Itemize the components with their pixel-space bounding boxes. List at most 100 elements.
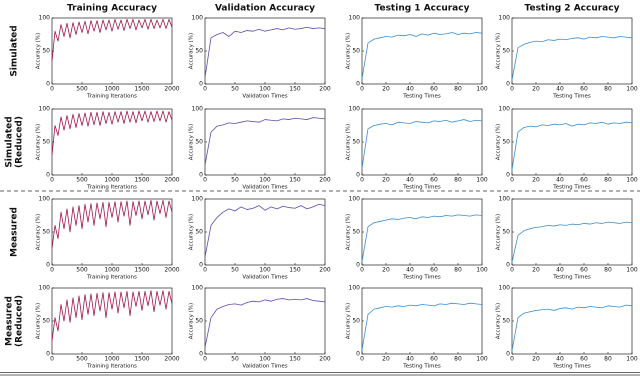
- y-tick-label: 50: [502, 139, 510, 146]
- x-tick-label: 40: [406, 267, 414, 274]
- y-axis-label: Accuracy (%): [36, 124, 42, 160]
- x-tick-label: 500: [76, 177, 88, 184]
- x-tick-label: 150: [289, 86, 301, 93]
- y-axis-label: Accuracy (%): [36, 303, 42, 339]
- plot-frame: [204, 108, 326, 176]
- data-line: [204, 203, 326, 258]
- data-line: [51, 199, 173, 249]
- x-axis-label: Validation Times: [242, 275, 287, 281]
- column-title: Testing 1 Accuracy: [375, 4, 470, 14]
- x-tick-label: 100: [626, 356, 638, 363]
- y-axis-label: Accuracy (%): [36, 214, 42, 250]
- y-tick-label: 0: [356, 81, 360, 88]
- data-line: [361, 302, 483, 351]
- x-tick-label: 100: [476, 356, 488, 363]
- y-tick-label: 0: [506, 172, 510, 179]
- x-axis-label: Testing Times: [552, 275, 591, 281]
- y-axis-label: Accuracy (%): [36, 33, 42, 69]
- x-tick-label: 1000: [104, 267, 119, 274]
- y-axis-label: Accuracy (%): [346, 124, 352, 160]
- y-tick-label: 0: [46, 81, 50, 88]
- y-tick-label: 100: [192, 15, 204, 22]
- plot-frame: [361, 198, 483, 266]
- x-tick-label: 80: [454, 86, 462, 93]
- x-axis-label: Training Iterations: [86, 364, 137, 370]
- data-line: [511, 36, 633, 81]
- data-line: [204, 298, 326, 348]
- x-tick-label: 100: [476, 267, 488, 274]
- y-axis-label: Accuracy (%): [496, 33, 502, 69]
- y-tick-label: 50: [502, 229, 510, 236]
- y-tick-label: 100: [349, 15, 361, 22]
- y-axis-label: Accuracy (%): [346, 214, 352, 250]
- y-tick-label: 0: [199, 262, 203, 269]
- x-axis-label: Testing Times: [402, 185, 441, 191]
- x-tick-label: 2000: [164, 267, 179, 274]
- y-axis-label: Accuracy (%): [346, 33, 352, 69]
- y-axis-label: Accuracy (%): [189, 303, 195, 339]
- x-axis-label: Testing Times: [552, 185, 591, 191]
- x-tick-label: 100: [259, 356, 271, 363]
- y-tick-label: 0: [506, 351, 510, 358]
- x-tick-label: 0: [203, 267, 207, 274]
- y-tick-label: 50: [195, 139, 203, 146]
- row-label: (Reduced): [15, 295, 25, 347]
- y-tick-label: 0: [356, 262, 360, 269]
- y-axis-label: Accuracy (%): [496, 303, 502, 339]
- x-axis-label: Validation Times: [242, 185, 287, 191]
- y-tick-label: 0: [506, 81, 510, 88]
- data-line: [51, 110, 173, 156]
- x-axis-label: Testing Times: [402, 94, 441, 100]
- x-tick-label: 40: [556, 177, 564, 184]
- x-tick-label: 80: [454, 356, 462, 363]
- data-line: [204, 117, 326, 166]
- y-tick-label: 100: [192, 106, 204, 113]
- plot-frame: [511, 198, 633, 266]
- x-tick-label: 40: [406, 356, 414, 363]
- y-tick-label: 50: [42, 48, 50, 55]
- y-tick-label: 0: [506, 262, 510, 269]
- x-tick-label: 150: [289, 177, 301, 184]
- x-tick-label: 0: [360, 177, 364, 184]
- x-axis-label: Validation Times: [242, 364, 287, 370]
- x-tick-label: 60: [430, 177, 438, 184]
- x-tick-label: 1500: [134, 356, 149, 363]
- y-tick-label: 100: [499, 106, 511, 113]
- x-tick-label: 1500: [134, 86, 149, 93]
- x-axis-label: Testing Times: [552, 364, 591, 370]
- data-line: [51, 290, 173, 341]
- y-tick-label: 50: [195, 318, 203, 325]
- x-tick-label: 200: [319, 267, 331, 274]
- x-axis-label: Validation Times: [242, 94, 287, 100]
- data-line: [511, 121, 633, 170]
- x-tick-label: 100: [259, 177, 271, 184]
- plot-frame: [511, 108, 633, 176]
- x-tick-label: 60: [580, 356, 588, 363]
- x-tick-label: 150: [289, 356, 301, 363]
- x-tick-label: 20: [382, 356, 390, 363]
- data-line: [361, 214, 483, 262]
- x-tick-label: 500: [76, 86, 88, 93]
- y-axis-label: Accuracy (%): [496, 214, 502, 250]
- row-label: Measured: [5, 296, 15, 346]
- x-tick-label: 100: [476, 177, 488, 184]
- x-tick-label: 60: [580, 86, 588, 93]
- x-tick-label: 1000: [104, 177, 119, 184]
- y-tick-label: 50: [352, 229, 360, 236]
- x-tick-label: 0: [510, 177, 514, 184]
- x-tick-label: 20: [382, 86, 390, 93]
- x-axis-label: Testing Times: [402, 364, 441, 370]
- y-tick-label: 0: [46, 172, 50, 179]
- x-tick-label: 2000: [164, 356, 179, 363]
- y-tick-label: 50: [502, 318, 510, 325]
- y-tick-label: 50: [195, 229, 203, 236]
- x-tick-label: 80: [604, 86, 612, 93]
- y-tick-label: 0: [199, 81, 203, 88]
- y-tick-label: 50: [195, 48, 203, 55]
- column-title: Training Accuracy: [67, 4, 157, 14]
- x-tick-label: 80: [454, 267, 462, 274]
- x-tick-label: 20: [382, 177, 390, 184]
- x-tick-label: 0: [203, 356, 207, 363]
- x-tick-label: 20: [532, 86, 540, 93]
- x-tick-label: 200: [319, 177, 331, 184]
